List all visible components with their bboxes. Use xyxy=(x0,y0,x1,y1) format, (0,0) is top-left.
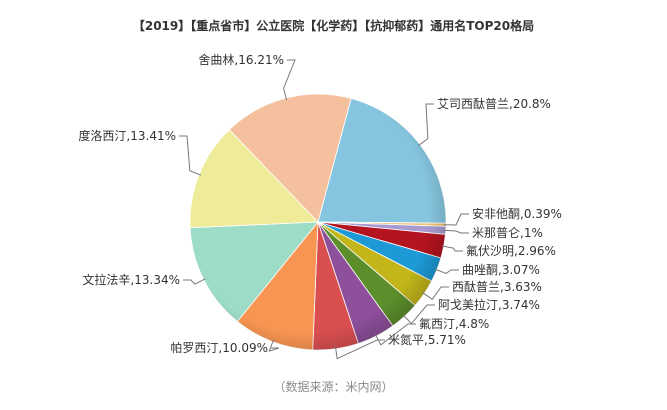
slice-label: 西酞普兰,3.63% xyxy=(452,280,542,294)
slice-label: 氟西汀,4.8% xyxy=(419,317,490,331)
leader-line-9 xyxy=(268,339,280,352)
chart-title: 【2019】【重点省市】公立医院【化学药】【抗抑郁药】通用名TOP20格局 xyxy=(132,19,535,33)
leader-line-5 xyxy=(422,286,449,300)
leader-line-2 xyxy=(443,229,469,234)
leader-line-10 xyxy=(183,278,206,285)
slice-label: 安非他酮,0.39% xyxy=(472,207,562,221)
leader-line-4 xyxy=(434,268,459,275)
slice-label: 阿戈美拉汀,3.74% xyxy=(438,298,540,312)
slice-label: 度洛西汀,13.41% xyxy=(78,129,176,143)
slice-label: 舍曲林,16.21% xyxy=(198,53,284,67)
leader-line-6 xyxy=(402,304,435,325)
slice-label: 帕罗西汀,10.09% xyxy=(170,341,268,355)
slice-label: 米氮平,5.71% xyxy=(388,333,466,347)
leader-line-3 xyxy=(441,245,463,252)
slice-label: 氟伏沙明,2.96% xyxy=(466,244,556,258)
leader-line-0 xyxy=(418,103,434,147)
leader-line-11 xyxy=(179,135,202,176)
slice-label: 曲唑酮,3.07% xyxy=(462,263,540,277)
slice-label: 米那普仑,1% xyxy=(472,226,543,240)
data-source: （数据来源：米内网） xyxy=(273,380,394,394)
leader-line-12 xyxy=(283,59,296,101)
leader-line-8 xyxy=(335,339,385,360)
slice-label: 文拉法辛,13.34% xyxy=(82,273,180,287)
slice-label: 艾司西酞普兰,20.8% xyxy=(437,97,551,111)
leader-line-1 xyxy=(443,213,469,226)
